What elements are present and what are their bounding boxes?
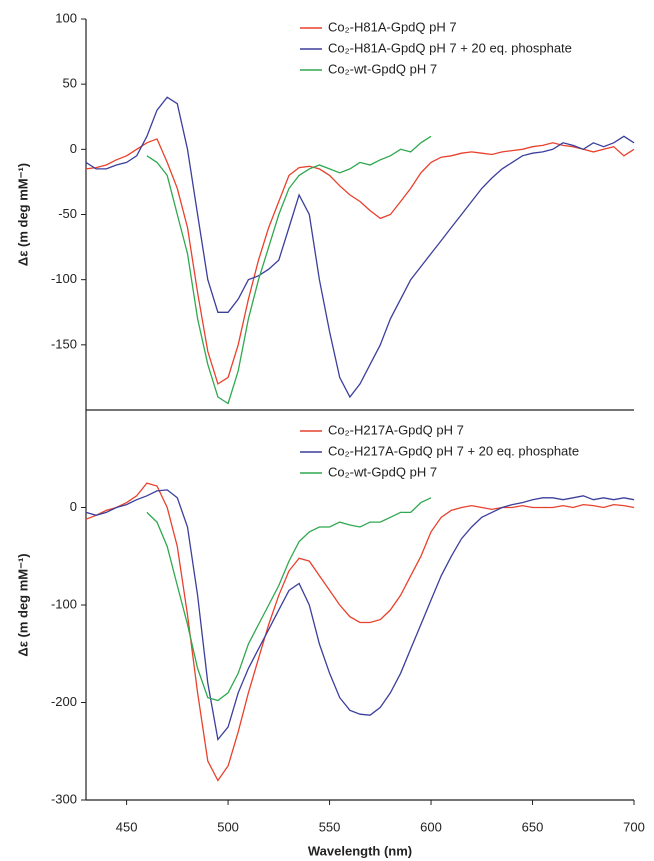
- x-tick-label: 600: [420, 819, 442, 834]
- y-tick-label: -150: [51, 336, 77, 351]
- y-tick-label: -100: [51, 596, 77, 611]
- x-tick-label: 500: [217, 819, 239, 834]
- y-axis-label: Δε (m deg mM⁻¹): [15, 553, 30, 656]
- legend-label: Co₂-wt-GpdQ pH 7: [328, 61, 437, 76]
- x-tick-label: 700: [623, 819, 645, 834]
- y-axis-label: Δε (m deg mM⁻¹): [15, 163, 30, 266]
- y-tick-label: 0: [70, 141, 77, 156]
- x-tick-label: 550: [319, 819, 341, 834]
- y-tick-label: 100: [55, 10, 77, 25]
- legend-label: Co₂-H217A-GpdQ pH 7: [328, 422, 464, 437]
- x-tick-label: 450: [116, 819, 138, 834]
- y-tick-label: 0: [70, 499, 77, 514]
- series-line: [85, 96, 635, 399]
- y-tick-label: -300: [51, 791, 77, 806]
- legend-label: Co₂-H81A-GpdQ pH 7 + 20 eq. phosphate: [328, 40, 572, 55]
- legend-label: Co₂-wt-GpdQ pH 7: [328, 464, 437, 479]
- series-line: [85, 489, 635, 742]
- legend-label: Co₂-H81A-GpdQ pH 7: [328, 19, 457, 34]
- series-line: [85, 138, 635, 385]
- series-line: [146, 135, 432, 405]
- y-tick-label: -200: [51, 694, 77, 709]
- series-line: [85, 482, 635, 782]
- legend-label: Co₂-H217A-GpdQ pH 7 + 20 eq. phosphate: [328, 443, 579, 458]
- y-tick-label: -50: [58, 206, 77, 221]
- x-tick-label: 650: [522, 819, 544, 834]
- y-tick-label: -100: [51, 271, 77, 286]
- x-axis-label: Wavelength (nm): [308, 843, 412, 858]
- series-line: [146, 497, 432, 702]
- y-tick-label: 50: [63, 76, 77, 91]
